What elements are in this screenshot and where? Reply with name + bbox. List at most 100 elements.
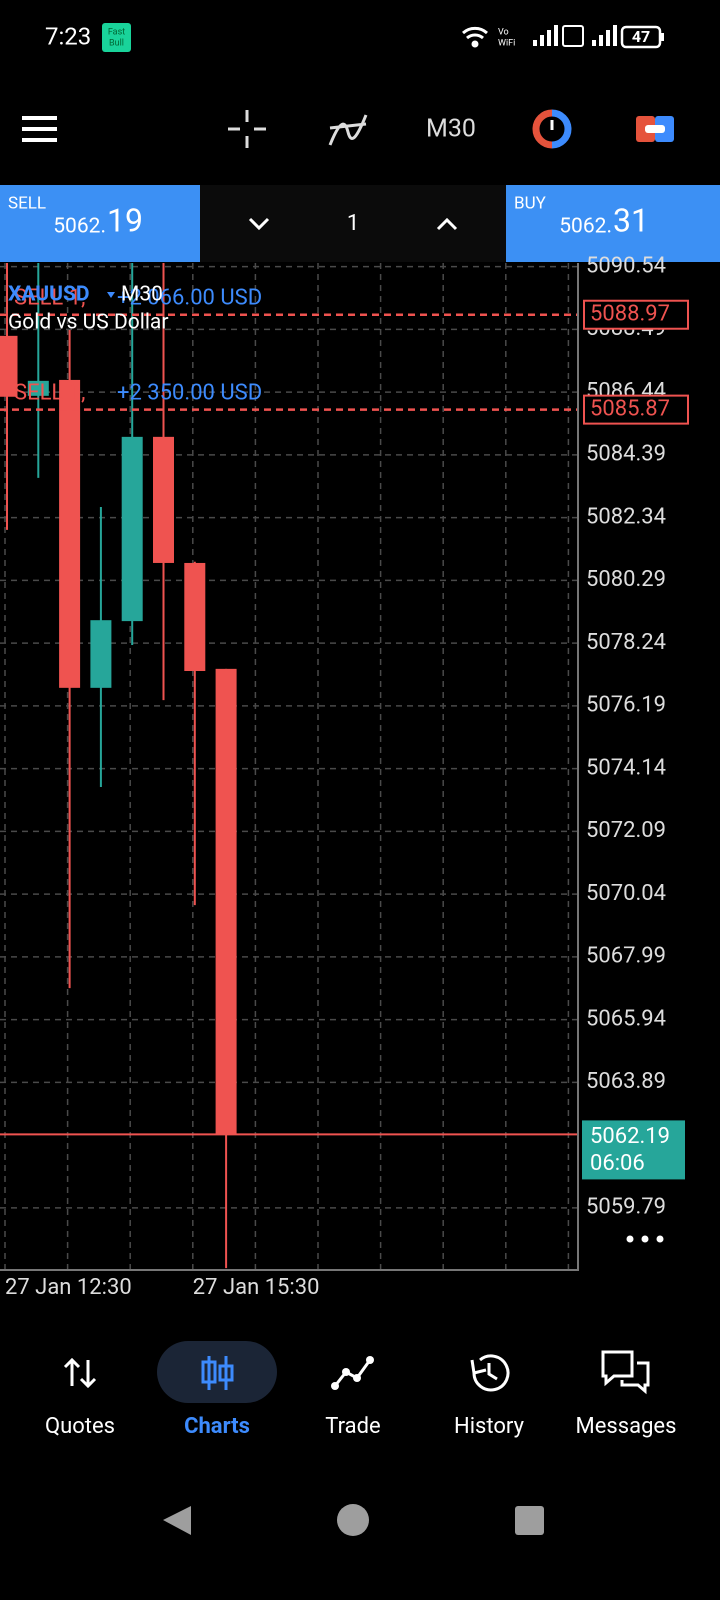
- current-price-box: [582, 1120, 685, 1180]
- badge-text: Fast: [108, 27, 125, 37]
- signal-bar: [533, 40, 537, 46]
- messages-icon: [601, 1350, 650, 1395]
- candle-body: [59, 379, 81, 688]
- price-label: 5088.97: [590, 302, 670, 327]
- nav-item[interactable]: Quotes: [45, 1414, 115, 1439]
- bottom-nav: Quotes Charts Trade History Messages: [45, 1341, 676, 1439]
- symbol-dropdown[interactable]: [107, 292, 115, 298]
- x-tick-label: 27 Jan 15:30: [193, 1275, 320, 1300]
- signal-bar: [547, 30, 551, 46]
- back-button[interactable]: [163, 1506, 191, 1535]
- y-tick-label: 5070.04: [586, 881, 666, 906]
- candle-body: [153, 436, 174, 563]
- dot: [656, 1235, 664, 1243]
- wifi-icon: [462, 26, 488, 48]
- wifi-arc: [466, 33, 484, 40]
- volume[interactable]: 1: [347, 211, 359, 236]
- signal-2: [592, 25, 617, 46]
- order-label[interactable]: SELL 1,: [14, 286, 85, 311]
- nav-item[interactable]: Trade: [325, 1414, 380, 1439]
- wifi-arc: [462, 26, 488, 35]
- order-label[interactable]: SELL 1,: [14, 380, 85, 405]
- price-label-box: [583, 394, 689, 425]
- price-label: 5085.87: [590, 396, 670, 421]
- more-button[interactable]: [626, 1235, 664, 1243]
- symbol-description: Gold vs US Dollar: [8, 311, 168, 335]
- crosshair-button[interactable]: [228, 110, 266, 148]
- volume-panel: [200, 185, 506, 262]
- current-price: 5062.19: [590, 1124, 670, 1149]
- y-tick-label: 5067.99: [586, 944, 666, 969]
- dot: [342, 1368, 350, 1376]
- plot-area: [0, 263, 578, 1270]
- sell-price: 5062.: [53, 215, 106, 239]
- signal-bar: [540, 35, 544, 46]
- y-tick-label: 5063.89: [586, 1069, 666, 1094]
- wifi-dot: [471, 40, 479, 48]
- order-profit: +2 350.00 USD: [117, 380, 262, 405]
- y-tick-label: 5078.24: [586, 630, 666, 655]
- sell-button[interactable]: SELL 5062. 19: [0, 185, 200, 262]
- quotes-icon: [63, 1357, 97, 1389]
- buy-price-big: 31: [613, 201, 649, 239]
- candle-body: [90, 620, 112, 688]
- symbol[interactable]: XAUUSD: [8, 283, 90, 307]
- dot: [626, 1235, 634, 1243]
- history-icon: [470, 1354, 510, 1392]
- order-profit: +2 066.00 USD: [117, 286, 262, 311]
- signal-bar: [599, 35, 603, 46]
- sell-bg: [0, 185, 200, 262]
- x-tick-label: 27 Jan 12:30: [5, 1275, 132, 1300]
- indicators-button[interactable]: [328, 114, 368, 146]
- buy-button[interactable]: BUY 5062. 31: [506, 185, 720, 262]
- candle-body: [121, 436, 143, 622]
- active-tab-pill: [157, 1341, 277, 1403]
- home-button[interactable]: [337, 1504, 369, 1536]
- candle-body: [184, 562, 206, 672]
- battery-tip: [661, 33, 664, 41]
- timeframe-button[interactable]: M30: [426, 115, 476, 144]
- menu-button[interactable]: [22, 116, 57, 142]
- y-tick-label: 5076.19: [586, 693, 666, 718]
- nav-item[interactable]: Charts: [184, 1414, 250, 1439]
- wifi-badge: WiFi: [498, 38, 515, 48]
- y-tick-label: 5084.39: [586, 442, 666, 467]
- icon-part: [645, 125, 665, 133]
- signal-bar: [606, 30, 610, 46]
- volume-down[interactable]: [248, 217, 270, 231]
- one-click-button[interactable]: [532, 109, 572, 149]
- price-label-box: [583, 299, 689, 330]
- y-tick-label: 5072.09: [586, 818, 666, 843]
- bar-timer: 06:06: [590, 1151, 645, 1176]
- candle-body: [0, 335, 18, 397]
- dot: [353, 1374, 361, 1382]
- wifi-badge: Vo: [498, 27, 509, 37]
- volume-up[interactable]: [436, 217, 458, 231]
- trade-icon: [333, 1359, 372, 1387]
- nav-item[interactable]: Messages: [576, 1414, 677, 1439]
- badge-bg: [102, 23, 131, 52]
- signal-bar: [592, 40, 596, 46]
- status-time: 7:23: [45, 22, 91, 50]
- sell-price-big: 19: [107, 201, 143, 239]
- dot: [366, 1356, 374, 1364]
- y-tick-label: 5065.94: [586, 1006, 666, 1031]
- chart: 5090.545088.495086.445084.395082.345080.…: [0, 253, 689, 1300]
- signal-bar: [613, 25, 617, 46]
- signal-1: [533, 25, 558, 46]
- y-tick-label: 5090.54: [586, 253, 666, 278]
- chart-timeframe: M30: [121, 283, 163, 307]
- badge-text: Bull: [109, 38, 124, 48]
- icon-part: [551, 109, 572, 149]
- signal-bar: [554, 25, 558, 46]
- y-tick-label: 5074.14: [586, 755, 666, 780]
- nav-item[interactable]: History: [454, 1414, 525, 1439]
- candle-body: [27, 380, 49, 396]
- trade-button[interactable]: [636, 116, 674, 142]
- battery-icon: [620, 25, 662, 49]
- recents-button[interactable]: [515, 1506, 544, 1535]
- candle-body: [215, 668, 237, 1135]
